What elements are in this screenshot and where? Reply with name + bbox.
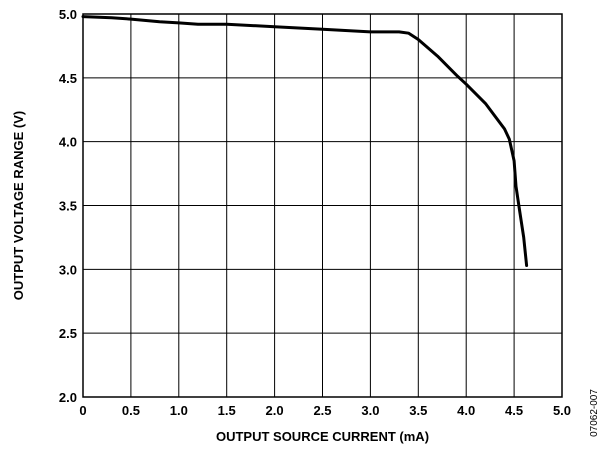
y-tick-label: 4.5 xyxy=(59,71,77,86)
x-tick-label: 1.5 xyxy=(218,403,236,418)
x-tick-label: 4.5 xyxy=(505,403,523,418)
y-tick-label: 4.0 xyxy=(59,135,77,150)
x-tick-label: 3.5 xyxy=(409,403,427,418)
y-tick-labels: 2.0 2.5 3.0 3.5 4.0 4.5 5.0 xyxy=(59,7,77,405)
series-line xyxy=(81,15,529,267)
y-tick-label: 3.0 xyxy=(59,262,77,277)
x-tick-label: 4.0 xyxy=(457,403,475,418)
y-axis-label: OUTPUT VOLTAGE RANGE (V) xyxy=(11,111,26,300)
grid xyxy=(82,13,563,398)
y-tick-label: 3.5 xyxy=(59,199,77,214)
x-tick-label: 0 xyxy=(79,403,86,418)
x-tick-label: 2.5 xyxy=(313,403,331,418)
figure-id: 07062-007 xyxy=(589,389,600,437)
y-tick-label: 2.0 xyxy=(59,390,77,405)
x-tick-label: 2.0 xyxy=(266,403,284,418)
x-tick-labels: 0 0.5 1.0 1.5 2.0 2.5 3.0 3.5 4.0 4.5 5.0 xyxy=(79,403,571,418)
x-tick-label: 0.5 xyxy=(122,403,140,418)
x-tick-label: 5.0 xyxy=(553,403,571,418)
x-axis-label: OUTPUT SOURCE CURRENT (mA) xyxy=(216,429,429,444)
plot-frame xyxy=(82,13,563,398)
x-tick-label: 1.0 xyxy=(170,403,188,418)
y-tick-label: 2.5 xyxy=(59,326,77,341)
y-tick-label: 5.0 xyxy=(59,7,77,22)
x-tick-label: 3.0 xyxy=(361,403,379,418)
